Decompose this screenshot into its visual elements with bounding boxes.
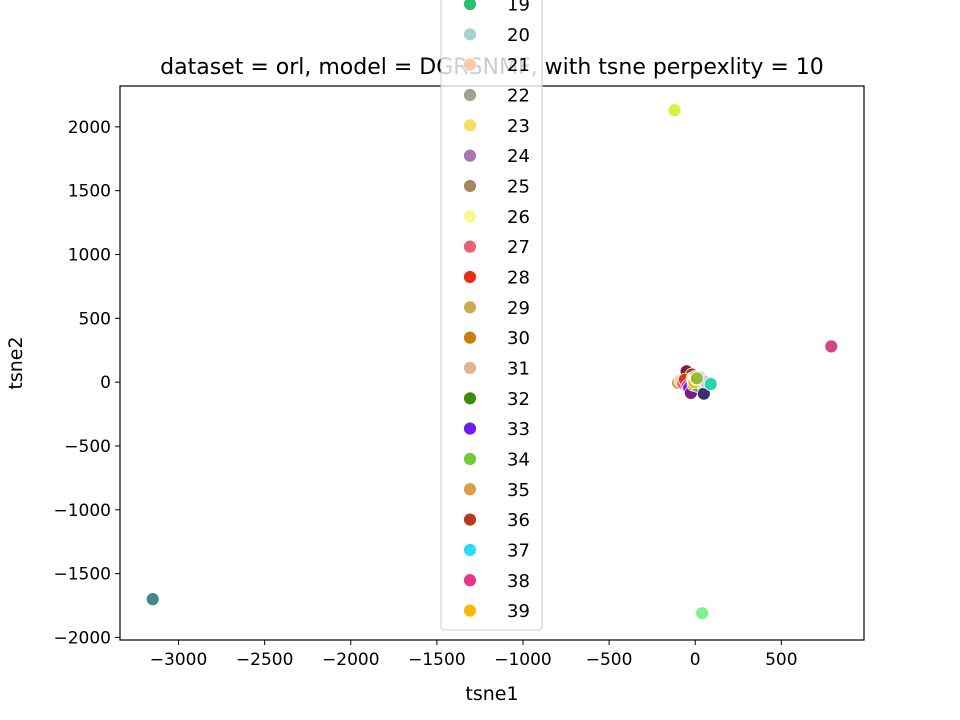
legend-entry: 22 bbox=[463, 85, 530, 106]
legend-label: 34 bbox=[507, 449, 530, 470]
y-tick-label: −2000 bbox=[53, 628, 111, 648]
legend-entry: 34 bbox=[463, 449, 530, 470]
scatter-point bbox=[703, 377, 718, 391]
y-tick-label: 1500 bbox=[68, 182, 111, 202]
y-tick-label: 1000 bbox=[68, 245, 111, 265]
legend-entry: 36 bbox=[463, 510, 530, 531]
legend-entry: 35 bbox=[463, 480, 530, 501]
legend-label: 21 bbox=[507, 55, 530, 76]
legend-label: 29 bbox=[507, 298, 530, 319]
x-tick-label: −1000 bbox=[494, 650, 552, 670]
legend-label: 35 bbox=[507, 480, 530, 501]
legend-entry: 26 bbox=[463, 207, 530, 228]
legend-marker bbox=[463, 118, 477, 133]
legend-entry: 37 bbox=[463, 540, 530, 561]
legend-label: 25 bbox=[507, 176, 530, 197]
y-tick-label: 2000 bbox=[68, 118, 111, 138]
legend-marker bbox=[463, 452, 477, 466]
legend-marker bbox=[463, 361, 477, 375]
y-tick-label: 0 bbox=[100, 373, 111, 393]
x-axis-label: tsne1 bbox=[465, 683, 518, 705]
legend-label: 36 bbox=[507, 510, 530, 531]
legend-entry: 39 bbox=[463, 601, 530, 622]
legend-marker bbox=[463, 482, 477, 497]
legend-marker bbox=[463, 209, 477, 224]
legend-marker bbox=[463, 179, 477, 193]
x-tick-label: −2500 bbox=[236, 650, 294, 670]
y-axis-ticks: −2000 −1500 −1000 −500 0 500 1000 1500 2000 bbox=[53, 118, 120, 648]
legend-marker bbox=[463, 57, 477, 72]
y-tick-label: 500 bbox=[79, 309, 111, 329]
legend-marker bbox=[463, 330, 477, 345]
legend-marker bbox=[463, 573, 477, 588]
x-tick-label: −2000 bbox=[322, 650, 380, 670]
legend-marker bbox=[463, 0, 477, 11]
legend-marker bbox=[463, 300, 477, 315]
x-tick-label: 0 bbox=[690, 650, 701, 670]
legend-marker bbox=[463, 270, 477, 284]
legend-marker bbox=[463, 88, 477, 102]
legend-marker bbox=[463, 148, 477, 163]
legend-label: 31 bbox=[507, 358, 530, 379]
legend: 19 20 21 22 23 24 25 26 27 28 29 30 31 32 33 34 35 36 37 38… bbox=[440, 0, 543, 631]
scatter-point bbox=[824, 339, 839, 354]
legend-entry: 33 bbox=[463, 419, 530, 440]
x-tick-label: −1500 bbox=[408, 650, 466, 670]
legend-label: 33 bbox=[507, 419, 530, 440]
legend-label: 27 bbox=[507, 237, 530, 258]
legend-entry: 20 bbox=[463, 25, 530, 46]
legend-label: 24 bbox=[507, 146, 530, 167]
legend-marker bbox=[463, 27, 477, 42]
legend-entry: 28 bbox=[463, 267, 530, 288]
y-tick-label: −1000 bbox=[53, 501, 111, 521]
x-axis-ticks: −3000 −2500 −2000 −1500 −1000 −500 0 500 bbox=[150, 640, 798, 670]
legend-label: 26 bbox=[507, 207, 530, 228]
legend-label: 22 bbox=[507, 85, 530, 106]
y-axis-label: tsne2 bbox=[5, 336, 27, 389]
y-tick-label: −1500 bbox=[53, 565, 111, 585]
legend-entry: 25 bbox=[463, 176, 530, 197]
scatter-point bbox=[667, 103, 682, 118]
legend-marker bbox=[463, 512, 477, 527]
legend-label: 37 bbox=[507, 540, 530, 561]
legend-marker bbox=[463, 391, 477, 406]
legend-entry: 38 bbox=[463, 571, 530, 592]
points-layer bbox=[145, 103, 839, 621]
legend-label: 23 bbox=[507, 116, 530, 137]
legend-marker bbox=[463, 543, 477, 557]
legend-marker bbox=[463, 603, 477, 618]
scatter-point bbox=[145, 592, 160, 607]
legend-entry: 29 bbox=[463, 298, 530, 319]
legend-label: 20 bbox=[507, 25, 530, 46]
legend-marker bbox=[463, 421, 477, 436]
legend-label: 19 bbox=[507, 0, 530, 16]
x-tick-label: −3000 bbox=[150, 650, 208, 670]
legend-entry: 24 bbox=[463, 146, 530, 167]
x-tick-label: 500 bbox=[765, 650, 797, 670]
legend-entry: 23 bbox=[463, 116, 530, 137]
legend-entry: 21 bbox=[463, 55, 530, 76]
y-tick-label: −500 bbox=[64, 437, 111, 457]
legend-entry: 19 bbox=[463, 0, 530, 16]
legend-label: 32 bbox=[507, 389, 530, 410]
legend-entry: 31 bbox=[463, 358, 530, 379]
legend-label: 39 bbox=[507, 601, 530, 622]
legend-marker bbox=[463, 239, 477, 254]
scatter-point bbox=[690, 371, 704, 386]
scatter-point bbox=[695, 606, 710, 621]
legend-label: 28 bbox=[507, 267, 530, 288]
legend-label: 38 bbox=[507, 571, 530, 592]
x-tick-label: −500 bbox=[586, 650, 633, 670]
legend-entry: 30 bbox=[463, 328, 530, 349]
legend-label: 30 bbox=[507, 328, 530, 349]
legend-entry: 32 bbox=[463, 389, 530, 410]
legend-entry: 27 bbox=[463, 237, 530, 258]
